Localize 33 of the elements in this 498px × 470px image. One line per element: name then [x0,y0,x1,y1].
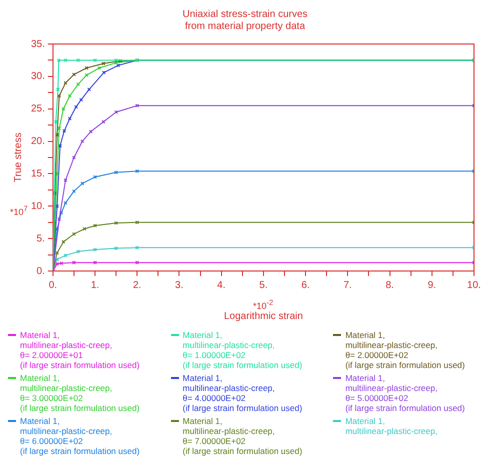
legend-label: Material 1, multilinear-plastic-creep, [345,416,438,436]
legend-label: Material 1, multilinear-plastic-creep, θ= 1.00000E+02 (if large strain formulation used) [182,330,302,370]
x-tick-label: 2. [132,280,142,291]
legend-label: Material 1, multilinear-plastic-creep, θ= 6.00000E+02 (if large strain formulation used) [20,416,140,456]
x-tick-label: 9. [428,280,436,291]
y-tick-label: 35. [30,38,45,50]
y-tick-label: 30. [30,71,45,82]
text: *10$^{7}$ [10,204,28,217]
x-tick-label: 6. [301,280,310,291]
y-tick-label: 10. [30,200,45,212]
x-tick-label: 8. [386,280,394,291]
legend-label: Material 1, multilinear-plastic-creep, θ= 3.00000E+02 (if large strain formulation used) [20,373,140,413]
x-tick-label: 7. [344,280,352,291]
legend-label: Material 1, multilinear-plastic-creep, θ= 2.00000E+02 (if large strain formulation used) [345,330,465,370]
legend-label: Material 1, multilinear-plastic-creep, θ= 5.00000E+02 (if large strain formulation used) [345,373,465,413]
y-tick-label: 0. [36,266,45,277]
y-tick-label: 15. [30,168,45,180]
x-tick-label: 3. [175,280,184,291]
x-tick-label: 10. [467,280,481,291]
x-tick-label: 0. [48,280,58,291]
legend-label: Material 1, multilinear-plastic-creep, θ= 7.00000E+02 (if large strain formulation used) [182,416,302,456]
x-tick-label: 1. [90,280,100,291]
y-tick-label: 5. [36,233,45,244]
y-tick-label: 20. [30,136,45,148]
text: *10$^{-2}$ [253,298,274,311]
x-tick-label: 5. [259,280,268,291]
chart-title: Uniaxial stress-strain curves from material property data [182,8,308,32]
y-axis-title: True stress [12,132,24,182]
x-axis-title: Logarithmic strain [224,310,303,322]
y-tick-label: 25. [30,104,45,115]
legend-label: Material 1, multilinear-plastic-creep, θ= 4.00000E+02 (if large strain formulation used) [182,373,302,413]
legend-label: Material 1, multilinear-plastic-creep, θ= 2.00000E+01 (if large strain formulation used) [20,330,140,370]
x-tick-label: 4. [217,280,226,291]
